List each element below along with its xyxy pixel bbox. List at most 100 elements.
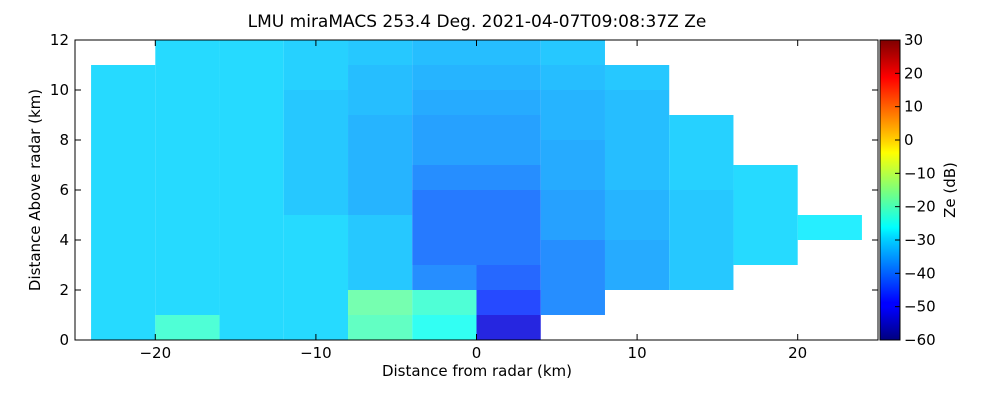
heat-cell	[540, 140, 605, 165]
heat-cell	[155, 140, 220, 165]
heat-cell	[155, 215, 220, 240]
heat-cell	[91, 165, 156, 190]
heat-cell	[476, 165, 541, 190]
heat-cell	[604, 115, 670, 140]
heat-cell	[476, 265, 541, 290]
colorbar-tick-label: −40	[904, 264, 936, 282]
heat-cell	[283, 240, 349, 265]
y-axis-label: Distance Above radar (km)	[26, 89, 44, 291]
heat-cell	[540, 215, 605, 240]
x-tick-label: 0	[472, 344, 482, 362]
heat-cell	[219, 115, 284, 140]
heat-cell	[91, 240, 156, 265]
heat-cell	[540, 165, 605, 190]
heat-cell	[219, 190, 284, 215]
heat-cell	[348, 140, 413, 165]
heat-cell	[476, 315, 541, 340]
heat-cell	[155, 115, 220, 140]
heat-cell	[412, 65, 477, 90]
colorbar-tick-label: −20	[904, 198, 936, 216]
heat-cell	[733, 240, 798, 265]
heat-cell	[476, 65, 541, 90]
x-tick-label: 10	[628, 344, 647, 362]
heat-cell	[540, 265, 605, 290]
heat-cell	[283, 90, 349, 115]
y-tick-label: 10	[50, 81, 69, 99]
heat-cell	[412, 140, 477, 165]
heat-cell	[348, 315, 413, 340]
heat-cell	[669, 115, 734, 140]
heat-cell	[540, 65, 605, 90]
heat-cell	[283, 115, 349, 140]
heat-cell	[540, 190, 605, 215]
heat-cell	[348, 190, 413, 215]
heat-cell	[348, 290, 413, 315]
x-axis-label: Distance from radar (km)	[382, 362, 572, 380]
plot-area	[91, 40, 862, 340]
heat-cell	[348, 165, 413, 190]
heat-cell	[91, 265, 156, 290]
heat-cell	[669, 190, 734, 215]
heat-cell	[91, 115, 156, 140]
heat-cell	[91, 90, 156, 115]
heat-cell	[604, 190, 670, 215]
heat-cell	[155, 165, 220, 190]
heat-cell	[155, 290, 220, 315]
heat-cell	[476, 40, 541, 65]
heat-cell	[604, 140, 670, 165]
heat-cell	[219, 265, 284, 290]
heat-cell	[91, 215, 156, 240]
heat-cell	[219, 40, 284, 65]
heat-cell	[733, 165, 798, 190]
colorbar-tick-label: 20	[904, 64, 923, 82]
y-tick-label: 12	[50, 31, 69, 49]
x-tick-label: −10	[300, 344, 332, 362]
colorbar-tick-label: −50	[904, 298, 936, 316]
chart-title: LMU miraMACS 253.4 Deg. 2021-04-07T09:08…	[248, 12, 707, 32]
x-tick-label: −20	[139, 344, 171, 362]
y-tick-label: 6	[59, 181, 69, 199]
heat-cell	[476, 240, 541, 265]
heat-cell	[348, 265, 413, 290]
heat-cell	[219, 215, 284, 240]
heat-cell	[283, 165, 349, 190]
heat-cell	[604, 90, 670, 115]
heat-cell	[540, 90, 605, 115]
x-tick-label: 20	[788, 344, 807, 362]
heat-cell	[91, 65, 156, 90]
heat-cell	[733, 190, 798, 215]
y-tick-label: 0	[59, 331, 69, 349]
heat-cell	[540, 290, 605, 315]
heat-cell	[155, 65, 220, 90]
heat-cell	[604, 215, 670, 240]
heat-cell	[155, 240, 220, 265]
colorbar-tick-label: 10	[904, 98, 923, 116]
heat-cell	[219, 290, 284, 315]
heat-cell	[283, 140, 349, 165]
heat-cell	[219, 240, 284, 265]
heat-cell	[797, 215, 862, 240]
colorbar-tick-label: −10	[904, 164, 936, 182]
heat-cell	[412, 215, 477, 240]
heat-cell	[91, 140, 156, 165]
heat-cell	[155, 190, 220, 215]
heat-cell	[348, 40, 413, 65]
heat-cell	[219, 65, 284, 90]
heat-cell	[91, 315, 156, 340]
heat-cell	[476, 190, 541, 215]
heat-cell	[412, 265, 477, 290]
heat-cell	[669, 240, 734, 265]
colorbar-tick-label: 0	[904, 131, 914, 149]
colorbar-tick-label: −60	[904, 331, 936, 349]
y-tick-label: 4	[59, 231, 69, 249]
y-tick-label: 8	[59, 131, 69, 149]
heat-cell	[540, 240, 605, 265]
heat-cell	[476, 140, 541, 165]
heat-cell	[604, 65, 670, 90]
heat-cell	[604, 240, 670, 265]
colorbar	[879, 39, 901, 341]
heat-cell	[412, 240, 477, 265]
colorbar-tick-label: −30	[904, 231, 936, 249]
heat-cell	[540, 115, 605, 140]
